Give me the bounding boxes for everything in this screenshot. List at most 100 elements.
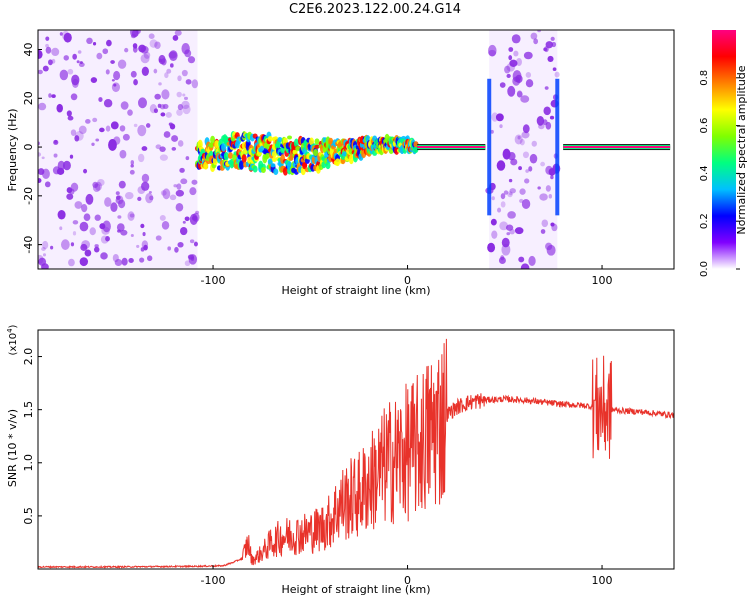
noise-blob bbox=[149, 104, 157, 114]
colorbar-label: Normalized spectral amplitude bbox=[735, 65, 748, 234]
chart-title: C2E6.2023.122.00.24.G14 bbox=[288, 2, 462, 17]
colorbar-tick-label: 0.6 bbox=[699, 118, 710, 134]
spectrogram-x-tick-label: -100 bbox=[201, 274, 226, 287]
noise-blob bbox=[153, 108, 159, 114]
noise-blob bbox=[185, 79, 192, 85]
noise-blob bbox=[514, 227, 524, 235]
colorbar-tick-label: 0.2 bbox=[699, 213, 710, 229]
noise-blob bbox=[516, 91, 523, 98]
noise-blob bbox=[141, 173, 150, 183]
noise-blob bbox=[93, 246, 100, 253]
noise-blob bbox=[130, 160, 135, 165]
noise-blob bbox=[119, 125, 126, 132]
noise-blob bbox=[154, 41, 161, 49]
noise-blob bbox=[524, 178, 530, 184]
noise-blob bbox=[172, 35, 179, 41]
noise-blob bbox=[70, 182, 79, 192]
noise-blob bbox=[169, 50, 178, 62]
noise-blob bbox=[545, 185, 551, 192]
signal-blob bbox=[314, 138, 320, 145]
burst-stripe bbox=[487, 78, 492, 216]
noise-blob bbox=[162, 188, 171, 200]
noise-blob bbox=[105, 69, 110, 75]
colorbar-tick-label: 0.0 bbox=[699, 261, 710, 277]
noise-blob bbox=[519, 198, 524, 203]
noise-blob bbox=[491, 196, 495, 201]
noise-blob bbox=[148, 33, 155, 40]
noise-blob bbox=[159, 146, 166, 152]
noise-blob bbox=[79, 221, 89, 232]
noise-blob bbox=[166, 68, 172, 74]
noise-blob bbox=[550, 222, 555, 227]
noise-blob bbox=[72, 53, 77, 60]
noise-blob bbox=[100, 235, 109, 244]
noise-blob bbox=[72, 78, 79, 88]
noise-blob bbox=[140, 53, 150, 64]
noise-blob bbox=[195, 210, 200, 215]
snr-y-tick-label: 0.5 bbox=[22, 507, 35, 525]
signal-blob bbox=[221, 142, 227, 152]
signal-blob bbox=[260, 166, 266, 173]
noise-blob bbox=[76, 60, 80, 64]
noise-blob bbox=[185, 156, 190, 161]
noise-blob bbox=[512, 76, 521, 86]
noise-blob bbox=[159, 215, 166, 221]
noise-blob bbox=[184, 260, 191, 267]
noise-blob bbox=[51, 94, 56, 99]
noise-blob bbox=[541, 219, 549, 228]
snr-x-axis-label: Height of straight line (km) bbox=[281, 583, 430, 596]
noise-blob bbox=[159, 104, 166, 110]
signal-blob bbox=[282, 166, 288, 176]
noise-blob bbox=[177, 103, 184, 111]
noise-blob bbox=[497, 207, 502, 213]
noise-blob bbox=[78, 125, 87, 135]
noise-blob bbox=[113, 83, 117, 87]
noise-blob bbox=[115, 195, 121, 200]
noise-blob bbox=[140, 223, 145, 229]
noise-blob bbox=[137, 196, 142, 202]
noise-blob bbox=[181, 69, 188, 77]
signal-blob bbox=[413, 146, 419, 153]
spectral-line-core bbox=[563, 146, 671, 149]
noise-blob bbox=[51, 47, 60, 57]
noise-blob bbox=[124, 47, 129, 53]
noise-blob bbox=[75, 131, 84, 141]
noise-blob bbox=[84, 249, 92, 257]
noise-blob bbox=[92, 181, 99, 188]
noise-blob bbox=[187, 254, 195, 260]
noise-blob bbox=[549, 115, 555, 120]
noise-blob bbox=[508, 47, 514, 52]
noise-blob bbox=[42, 240, 49, 250]
noise-blob bbox=[518, 166, 522, 171]
noise-blob bbox=[74, 135, 80, 142]
spectrogram-plot-area bbox=[38, 30, 671, 269]
noise-blob bbox=[103, 99, 113, 108]
spectrogram-frame bbox=[37, 29, 675, 270]
noise-blob bbox=[174, 30, 182, 36]
noise-blob bbox=[521, 131, 530, 139]
noise-blob bbox=[99, 127, 105, 133]
noise-blob bbox=[173, 184, 178, 188]
noise-blob bbox=[118, 180, 126, 189]
noise-blob bbox=[176, 183, 182, 190]
noise-blob bbox=[488, 49, 497, 57]
noise-blob bbox=[184, 216, 190, 222]
noise-blob bbox=[67, 68, 74, 75]
signal-blob bbox=[295, 146, 301, 152]
noise-blob bbox=[38, 69, 43, 75]
noise-blob bbox=[118, 199, 126, 209]
noise-blob bbox=[136, 30, 141, 34]
noise-blob bbox=[161, 221, 170, 230]
noise-blob bbox=[552, 67, 557, 71]
snr-panel: -100 0 100 0.5 1.0 1.5 2.0 Height of straight… bbox=[6, 324, 675, 596]
noise-blob bbox=[510, 158, 518, 166]
noise-blob bbox=[117, 215, 122, 219]
colorbar-ticks: 0.0 0.2 0.4 0.6 0.8 bbox=[699, 70, 740, 277]
noise-blob bbox=[77, 50, 82, 54]
noise-blob bbox=[108, 139, 117, 151]
noise-blob bbox=[520, 263, 530, 269]
noise-blob bbox=[159, 154, 168, 161]
spectrogram-x-tick-label: 0 bbox=[404, 274, 411, 287]
noise-blob bbox=[90, 77, 98, 84]
signal-blob bbox=[413, 141, 419, 148]
